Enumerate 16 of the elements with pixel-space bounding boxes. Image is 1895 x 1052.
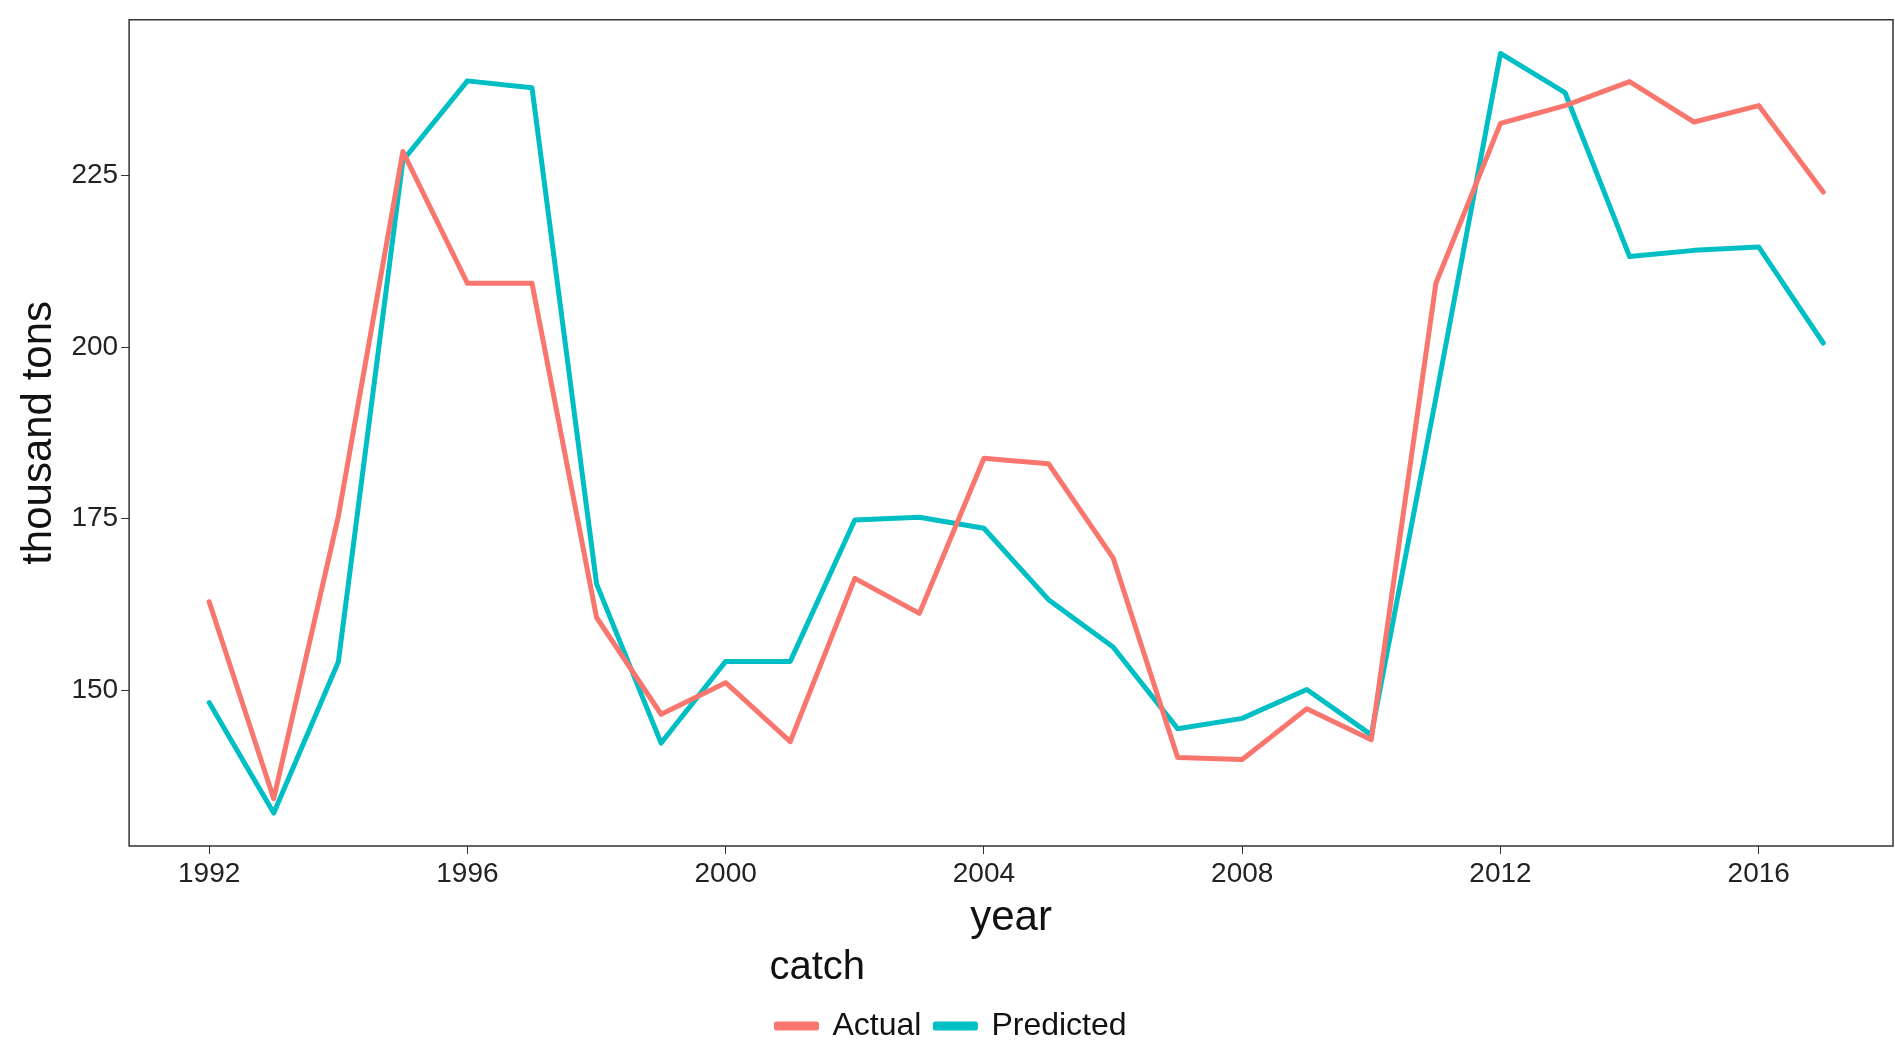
- x-tick-label: 1996: [436, 856, 499, 888]
- legend-title: catch: [769, 943, 866, 988]
- y-axis-title: thousand tons: [12, 300, 60, 565]
- x-axis-title: year: [970, 892, 1052, 940]
- x-tick-label: 2016: [1727, 856, 1790, 888]
- y-tick-label: 175: [71, 501, 119, 533]
- y-tick-label: 200: [71, 329, 119, 361]
- x-tick-label: 2000: [694, 856, 757, 888]
- x-tick-label: 2008: [1211, 856, 1274, 888]
- y-tick-label: 225: [71, 158, 119, 190]
- legend-label: Actual: [832, 1005, 922, 1042]
- x-tick-label: 1992: [178, 856, 241, 888]
- legend-label: Predicted: [991, 1005, 1127, 1042]
- x-tick-label: 2012: [1469, 856, 1532, 888]
- x-tick-label: 2004: [952, 856, 1016, 888]
- y-tick-label: 150: [71, 672, 119, 704]
